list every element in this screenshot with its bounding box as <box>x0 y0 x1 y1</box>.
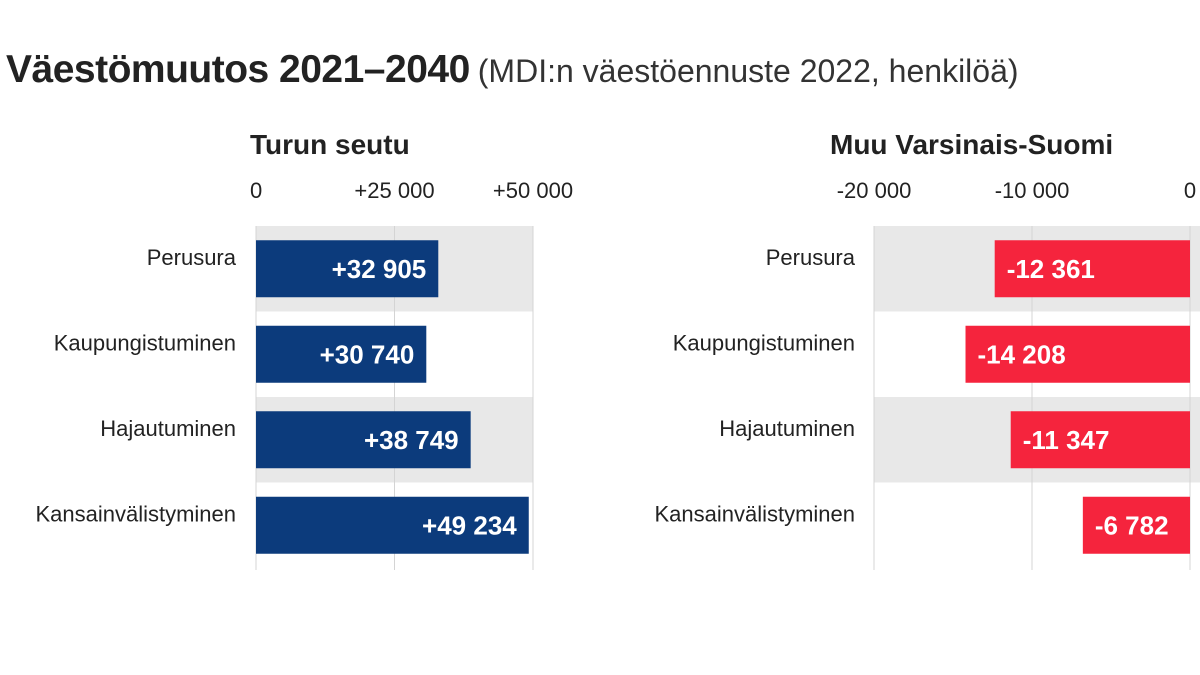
bar-value-label: +38 749 <box>364 425 459 455</box>
bar <box>256 496 529 554</box>
chart-subtitle: (MDI:n väestöennuste 2022, henkilöä) <box>477 53 1019 89</box>
category-label: Kaupungistuminen <box>673 330 855 355</box>
category-label: Hajautuminen <box>719 416 855 441</box>
category-label: Kaupungistuminen <box>54 330 236 355</box>
bar-value-label: +30 740 <box>320 339 415 369</box>
bar <box>994 240 1190 298</box>
bar <box>1010 411 1190 469</box>
bar-value-label: +32 905 <box>332 254 427 284</box>
chart-panel-2: Muu Varsinais-Suomi -20 000 -10 000 0 Perusu… <box>654 129 1200 570</box>
category-label: Kansainvälistyminen <box>35 501 236 526</box>
bar <box>256 411 471 469</box>
tick-label: -20 000 <box>837 178 912 203</box>
category-label: Perusura <box>147 245 237 270</box>
tick-label: +25 000 <box>354 178 434 203</box>
bar-value-label: -11 347 <box>1023 425 1110 455</box>
tick-label: +50 000 <box>493 178 573 203</box>
bar-value-label: -14 208 <box>978 339 1066 369</box>
chart-panel-1: Turun seutu 0 +25 000 +50 000 Perusura +32 90… <box>35 129 573 570</box>
chart-title-line: Väestömuutos 2021–2040 (MDI:n väestöennus… <box>6 48 1019 92</box>
panel-title: Muu Varsinais-Suomi <box>830 129 1113 160</box>
tick-label: 0 <box>1184 178 1196 203</box>
tick-label: -10 000 <box>995 178 1070 203</box>
bar <box>256 325 427 383</box>
bar <box>965 325 1190 383</box>
panel-title: Turun seutu <box>250 129 410 160</box>
bar <box>1082 496 1190 554</box>
category-label: Hajautuminen <box>100 416 236 441</box>
bar-value-label: -12 361 <box>1007 254 1095 284</box>
chart-title: Väestömuutos 2021–2040 <box>6 48 470 91</box>
category-label: Perusura <box>766 245 856 270</box>
bar-value-label: +49 234 <box>422 510 517 540</box>
bar-value-label: -6 782 <box>1095 510 1169 540</box>
category-label: Kansainvälistyminen <box>654 501 855 526</box>
tick-label: 0 <box>250 178 262 203</box>
bar <box>256 240 439 298</box>
